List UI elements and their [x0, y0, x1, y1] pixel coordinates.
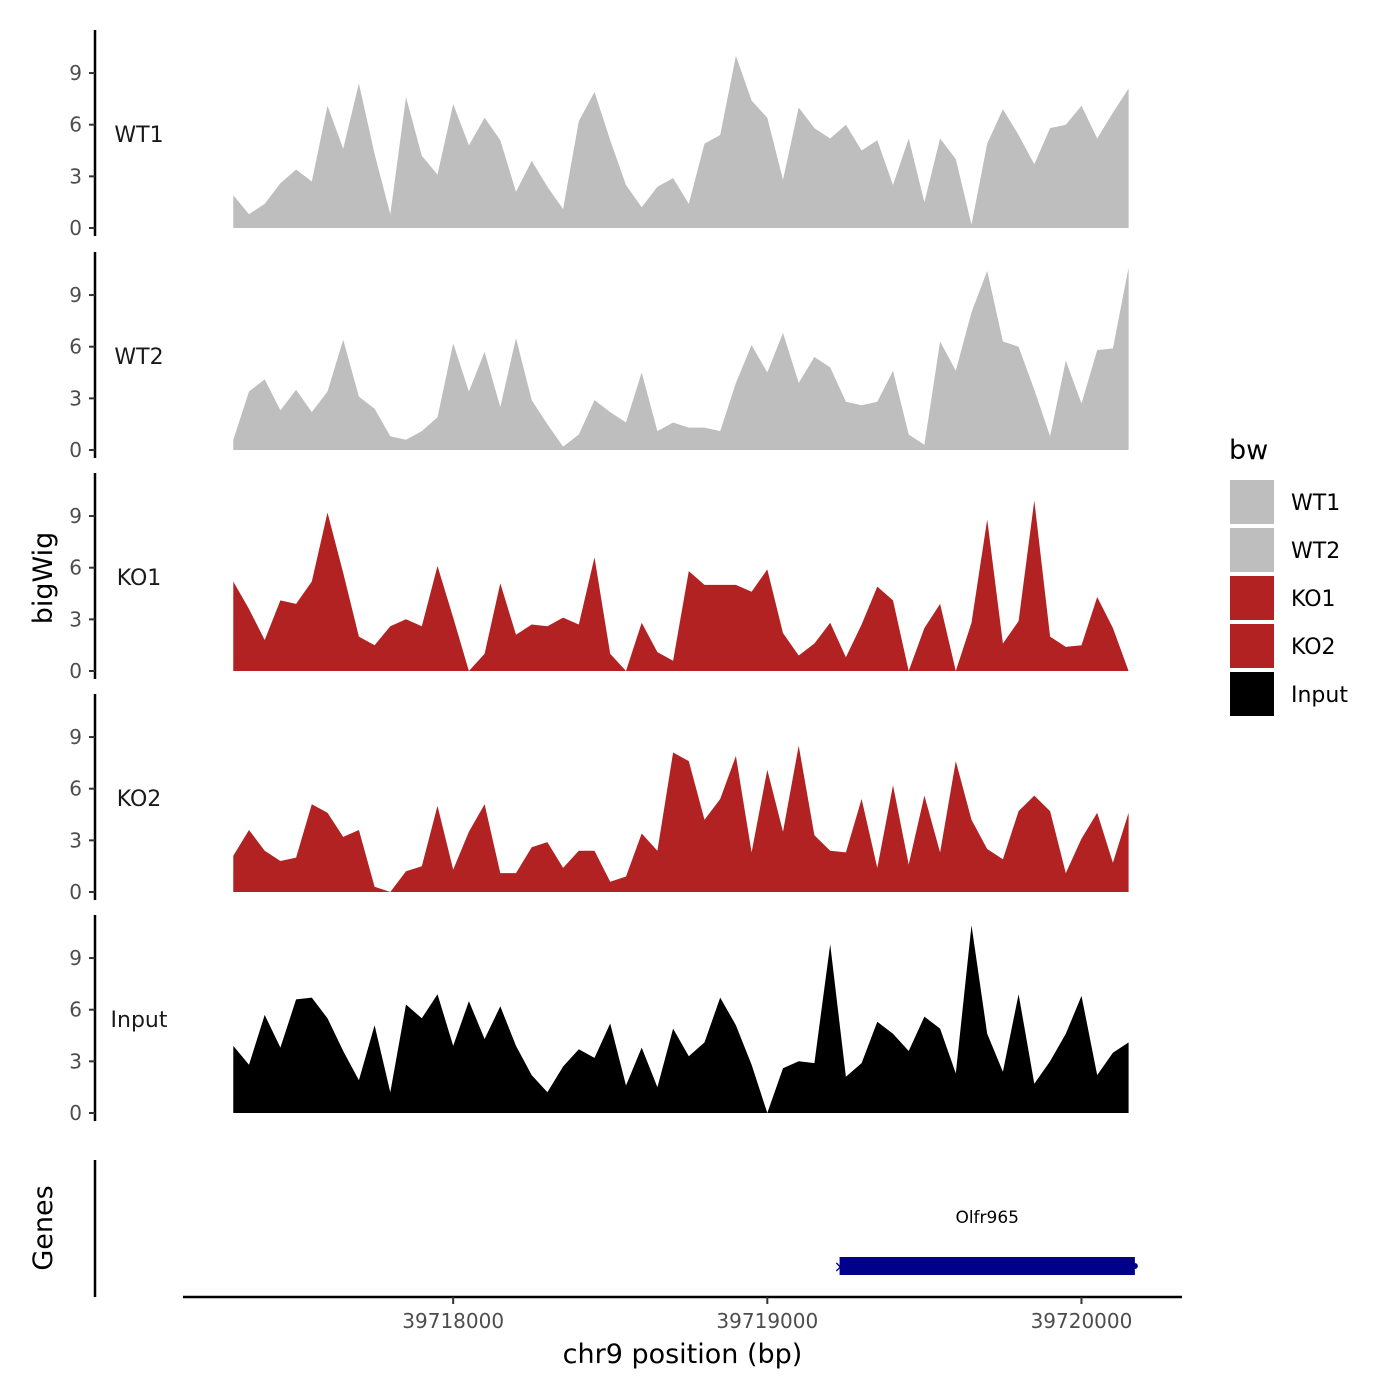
track-label-input: Input — [111, 1008, 168, 1033]
y-tick-label: 9 — [69, 61, 82, 85]
track-label-wt2: WT2 — [114, 345, 163, 370]
y-tick-label: 6 — [69, 556, 82, 580]
x-axis-title: chr9 position (bp) — [563, 1339, 803, 1370]
y-tick-label: 0 — [69, 659, 82, 683]
gene-panel-title: Genes — [28, 1185, 59, 1270]
legend-title: bw — [1229, 435, 1268, 466]
y-tick-label: 3 — [69, 1049, 82, 1073]
y-tick-label: 6 — [69, 998, 82, 1022]
track-area-wt2 — [233, 267, 1129, 450]
x-tick-label: 39718000 — [402, 1309, 504, 1333]
y-tick-label: 9 — [69, 504, 82, 528]
y-tick-label: 6 — [69, 113, 82, 137]
y-tick-label: 6 — [69, 777, 82, 801]
legend-key-ko1 — [1230, 576, 1274, 620]
gene-strand-mark: × — [834, 1257, 847, 1276]
y-tick-label: 0 — [69, 880, 82, 904]
y-tick-label: 9 — [69, 946, 82, 970]
track-area-ko2 — [233, 745, 1129, 892]
gene-body-olfr965 — [839, 1257, 1135, 1275]
legend-label-ko2: KO2 — [1291, 635, 1336, 660]
y-tick-label: 0 — [69, 438, 82, 462]
gene-end-dot — [1131, 1263, 1138, 1269]
track-label-wt1: WT1 — [114, 123, 163, 148]
y-tick-label: 0 — [69, 1101, 82, 1125]
y-tick-label: 9 — [69, 283, 82, 307]
track-area-wt1 — [233, 55, 1129, 228]
track-area-ko1 — [233, 500, 1129, 671]
legend-key-input — [1230, 672, 1274, 716]
legend-key-wt2 — [1230, 528, 1274, 572]
legend-label-wt1: WT1 — [1291, 491, 1340, 516]
legend-key-wt1 — [1230, 480, 1274, 524]
y-axis-title: bigWig — [28, 532, 59, 625]
y-tick-label: 3 — [69, 607, 82, 631]
y-tick-label: 9 — [69, 725, 82, 749]
legend-label-wt2: WT2 — [1291, 539, 1340, 564]
x-tick-label: 39720000 — [1031, 1309, 1133, 1333]
track-area-input — [233, 925, 1129, 1113]
legend-label-ko1: KO1 — [1291, 587, 1336, 612]
y-tick-label: 3 — [69, 828, 82, 852]
track-label-ko2: KO2 — [117, 787, 162, 812]
track-label-ko1: KO1 — [117, 566, 162, 591]
x-tick-label: 39719000 — [716, 1309, 818, 1333]
y-tick-label: 0 — [69, 216, 82, 240]
legend-key-ko2 — [1230, 624, 1274, 668]
legend-label-input: Input — [1291, 683, 1348, 708]
y-tick-label: 3 — [69, 386, 82, 410]
y-tick-label: 3 — [69, 164, 82, 188]
gene-label-olfr965: Olfr965 — [955, 1208, 1019, 1228]
y-tick-label: 6 — [69, 335, 82, 359]
